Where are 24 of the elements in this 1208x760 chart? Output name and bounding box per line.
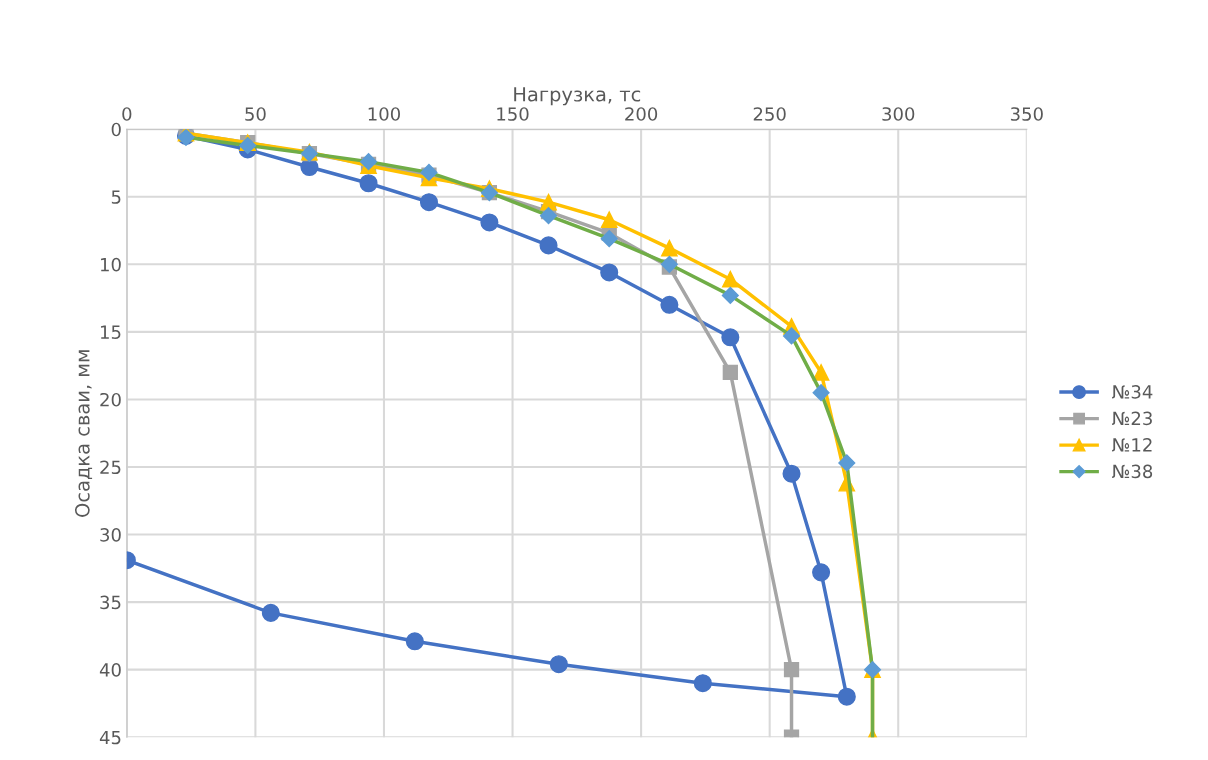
x-tick-label: 350 [1010, 107, 1043, 121]
x-tick-label: 150 [497, 107, 529, 121]
y-tick-label: 30 [100, 527, 121, 542]
legend-label: №23 [1112, 411, 1152, 426]
y-tick-label: 20 [100, 392, 121, 407]
x-tick-label: 300 [882, 107, 915, 121]
x-tick-label: 0 [122, 107, 132, 121]
legend-label: №38 [1112, 464, 1153, 479]
y-axis-title: Осадка сваи, мм [74, 350, 93, 517]
x-tick-label: 200 [625, 107, 658, 121]
y-tick-label: 35 [100, 595, 121, 610]
y-tick-label: 0 [111, 122, 121, 137]
y-tick-label: 45 [99, 730, 121, 745]
y-tick-label: 10 [100, 257, 121, 272]
x-tick-label: 100 [368, 107, 400, 121]
y-tick-label: 5 [111, 190, 121, 204]
legend-label: №12 [1112, 438, 1152, 452]
y-tick-label: 40 [99, 663, 121, 677]
x-tick-label: 250 [753, 107, 786, 121]
x-axis-title: Нагрузка, тс [514, 87, 641, 106]
y-tick-label: 25 [100, 460, 121, 475]
legend-label: №34 [1112, 385, 1153, 399]
y-tick-label: 15 [100, 325, 121, 339]
x-tick-label: 50 [245, 107, 266, 121]
